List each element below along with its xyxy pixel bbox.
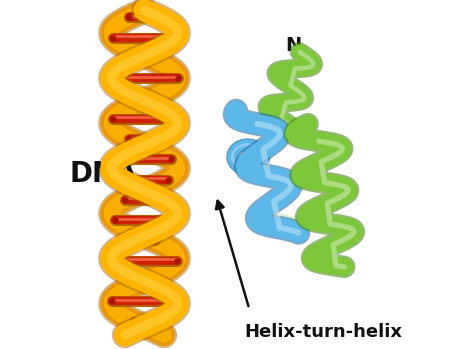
- Text: DNA: DNA: [70, 161, 137, 188]
- Text: Helix-turn-helix: Helix-turn-helix: [244, 322, 402, 341]
- Text: C: C: [317, 245, 332, 264]
- Text: N: N: [285, 36, 301, 55]
